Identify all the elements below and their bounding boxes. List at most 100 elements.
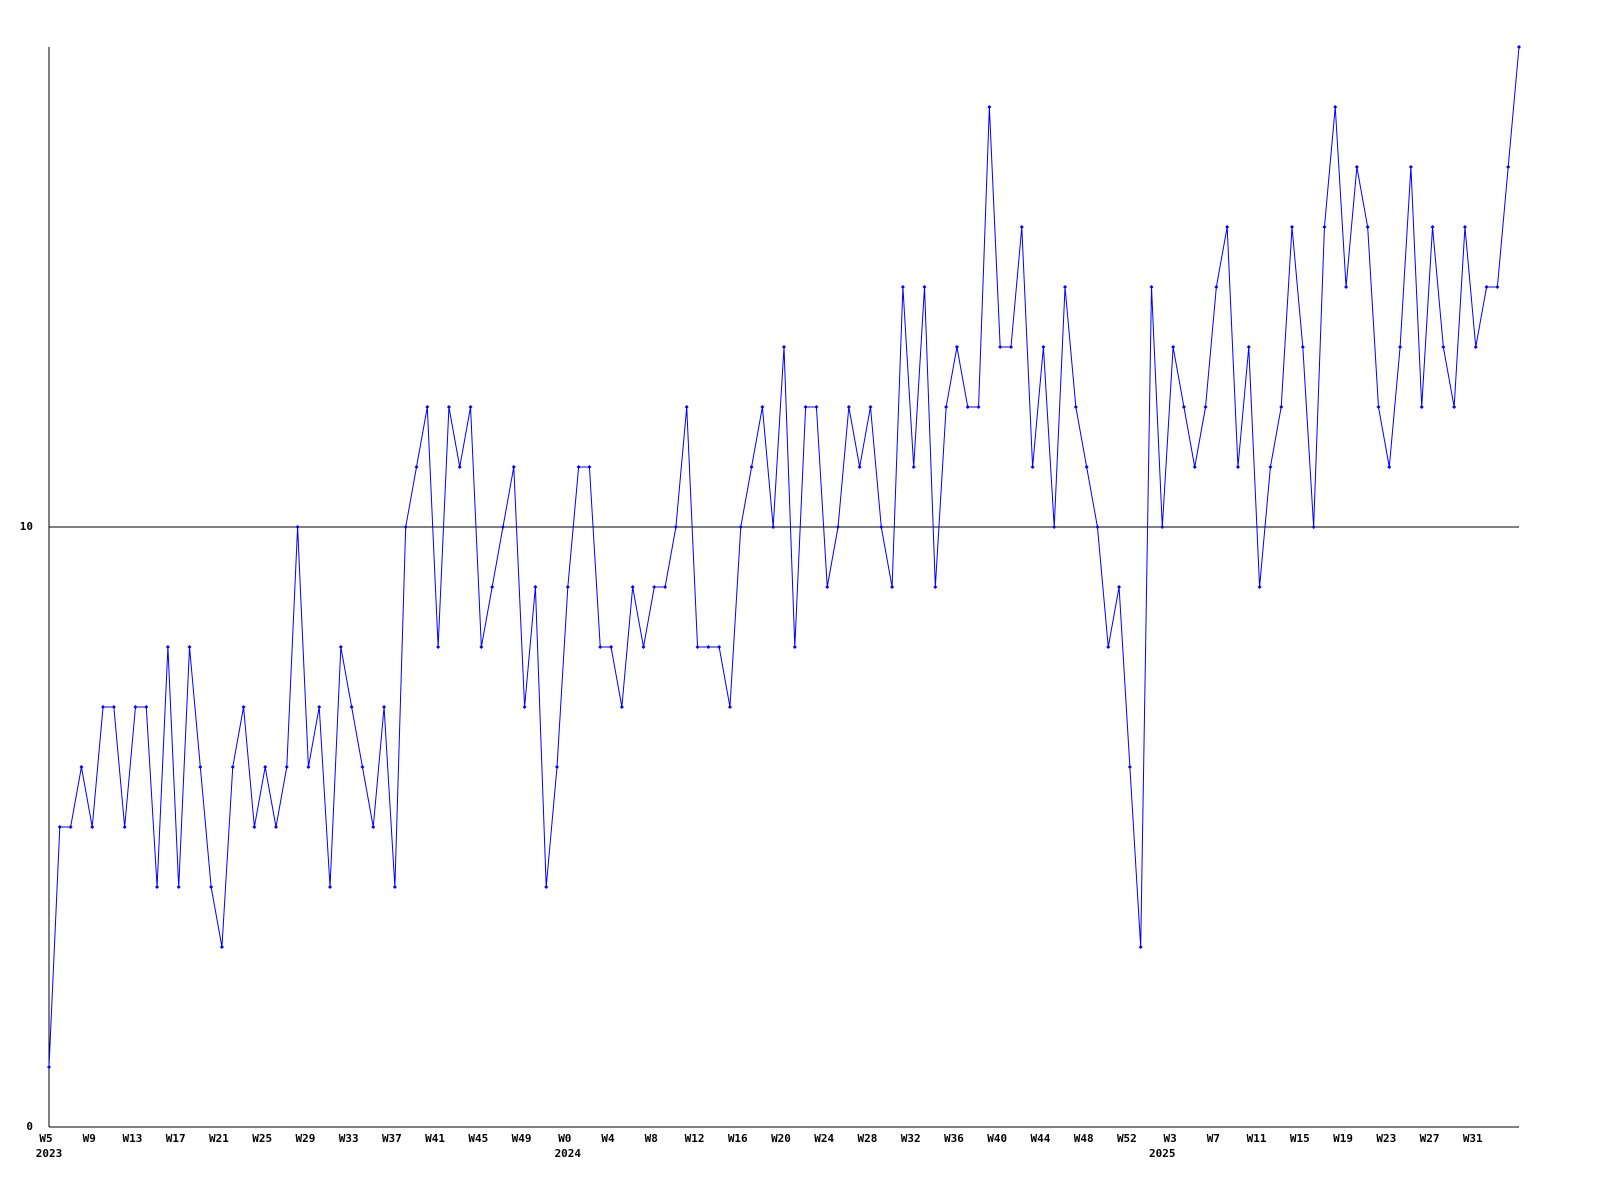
x-year-label: 2023	[36, 1147, 63, 1160]
point-marker	[1138, 945, 1143, 949]
point-marker	[1387, 465, 1392, 469]
point-marker	[198, 765, 203, 769]
point-marker	[500, 525, 505, 529]
point-marker	[1063, 285, 1068, 289]
point-marker	[944, 405, 949, 409]
point-marker	[1030, 465, 1035, 469]
point-marker	[176, 885, 181, 889]
point-marker	[425, 405, 430, 409]
point-marker	[911, 465, 916, 469]
point-marker	[771, 525, 776, 529]
x-tick-label: W19	[1333, 1132, 1353, 1145]
x-tick-label: W40	[987, 1132, 1007, 1145]
point-marker	[652, 585, 657, 589]
point-marker	[900, 285, 905, 289]
point-marker	[360, 765, 365, 769]
point-marker	[1225, 225, 1230, 229]
x-tick-label: W15	[1290, 1132, 1310, 1145]
y-tick-label: 0	[26, 1120, 33, 1133]
x-tick-label: W44	[1030, 1132, 1050, 1145]
x-tick-label: W0	[558, 1132, 571, 1145]
point-marker	[879, 525, 884, 529]
point-marker	[598, 645, 603, 649]
point-marker	[641, 645, 646, 649]
point-marker	[1008, 345, 1013, 349]
point-marker	[1484, 285, 1489, 289]
point-marker	[1041, 345, 1046, 349]
x-tick-label: W4	[601, 1132, 615, 1145]
point-marker	[1290, 225, 1295, 229]
point-marker	[619, 705, 624, 709]
point-marker	[1506, 165, 1511, 169]
point-marker	[717, 645, 722, 649]
point-marker	[565, 585, 570, 589]
x-tick-label: W45	[468, 1132, 488, 1145]
x-year-label: 2024	[555, 1147, 582, 1160]
point-marker	[111, 705, 116, 709]
point-marker	[836, 525, 841, 529]
point-marker	[760, 405, 765, 409]
point-marker	[1376, 405, 1381, 409]
point-marker	[576, 465, 581, 469]
point-marker	[1517, 45, 1521, 49]
x-tick-label: W9	[83, 1132, 96, 1145]
x-tick-label: W49	[512, 1132, 532, 1145]
point-marker	[165, 645, 170, 649]
point-marker	[263, 765, 268, 769]
point-marker	[1398, 345, 1403, 349]
point-marker	[1452, 405, 1457, 409]
x-tick-label: W21	[209, 1132, 229, 1145]
point-marker	[1495, 285, 1500, 289]
point-marker	[317, 705, 322, 709]
point-marker	[1246, 345, 1251, 349]
series-line	[48, 46, 1520, 1068]
x-tick-label: W37	[382, 1132, 402, 1145]
point-marker	[630, 585, 635, 589]
point-marker	[1473, 345, 1478, 349]
point-marker	[998, 345, 1003, 349]
point-marker	[1171, 345, 1176, 349]
point-marker	[663, 585, 668, 589]
point-marker	[230, 765, 235, 769]
x-year-label: 2025	[1149, 1147, 1176, 1160]
point-marker	[155, 885, 160, 889]
point-marker	[673, 525, 678, 529]
x-tick-label: W24	[814, 1132, 834, 1145]
point-marker	[1300, 345, 1305, 349]
point-marker	[47, 1065, 51, 1069]
point-marker	[122, 825, 127, 829]
point-marker	[1203, 405, 1208, 409]
point-marker	[868, 405, 873, 409]
point-marker	[587, 465, 592, 469]
point-marker	[1257, 585, 1262, 589]
point-marker	[219, 945, 224, 949]
point-marker	[522, 705, 527, 709]
point-marker	[1311, 525, 1316, 529]
point-marker	[79, 765, 84, 769]
point-marker	[684, 405, 689, 409]
point-marker	[857, 465, 862, 469]
point-marker	[544, 885, 549, 889]
point-marker	[1160, 525, 1165, 529]
point-marker	[792, 645, 797, 649]
point-marker	[1192, 465, 1197, 469]
point-marker	[1052, 525, 1057, 529]
x-tick-label: W12	[685, 1132, 705, 1145]
x-tick-label: W3	[1163, 1132, 1176, 1145]
point-marker	[987, 105, 992, 109]
point-marker	[727, 705, 732, 709]
point-marker	[1073, 405, 1078, 409]
point-marker	[1117, 585, 1122, 589]
x-tick-label: W13	[123, 1132, 143, 1145]
point-marker	[101, 705, 106, 709]
x-tick-label: W48	[1074, 1132, 1094, 1145]
point-marker	[1181, 405, 1186, 409]
x-tick-label: W27	[1420, 1132, 1440, 1145]
point-marker	[241, 705, 246, 709]
point-marker	[555, 765, 560, 769]
point-marker	[490, 585, 495, 589]
point-marker	[706, 645, 711, 649]
x-tick-label: W28	[858, 1132, 878, 1145]
point-marker	[284, 765, 289, 769]
